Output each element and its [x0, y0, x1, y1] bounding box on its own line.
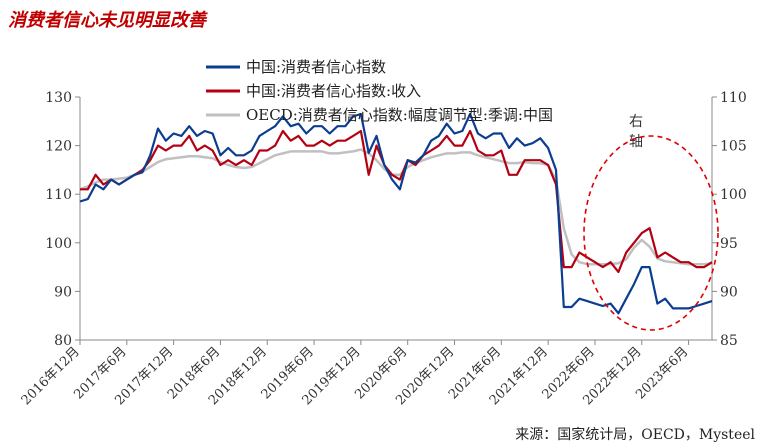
right-axis-label-char: 右: [629, 114, 643, 130]
series-line-3: [79, 148, 713, 266]
series-line-1: [79, 112, 713, 315]
right-tick-label: 110: [720, 90, 747, 106]
left-tick-label: 80: [54, 333, 72, 349]
series-line-2: [80, 129, 713, 274]
right-tick-label: 85: [720, 333, 738, 349]
right-tick-label: 90: [720, 284, 738, 300]
right-axis-label-char: 轴: [629, 134, 643, 150]
legend-label-2: 中国:消费者信心指数:收入: [246, 82, 421, 100]
chart-title: 消费者信心未见明显改善: [8, 10, 206, 31]
left-tick-label: 110: [45, 187, 72, 203]
source-note: 来源：国家统计局，OECD，Mysteel: [515, 427, 755, 443]
left-tick-label: 120: [45, 139, 72, 155]
right-tick-label: 105: [720, 139, 747, 155]
x-tick-label: 2016年12月: [19, 344, 83, 408]
left-tick-label: 90: [54, 284, 72, 300]
right-tick-label: 100: [720, 187, 747, 203]
legend-label-3: OECD:消费者信心指数:幅度调节型:季调:中国: [246, 106, 553, 124]
highlight-ellipse: [583, 135, 719, 331]
right-tick-label: 95: [720, 236, 738, 252]
legend-label-1: 中国:消费者信心指数: [246, 58, 386, 76]
left-tick-label: 100: [45, 236, 72, 252]
left-tick-label: 130: [45, 90, 72, 106]
